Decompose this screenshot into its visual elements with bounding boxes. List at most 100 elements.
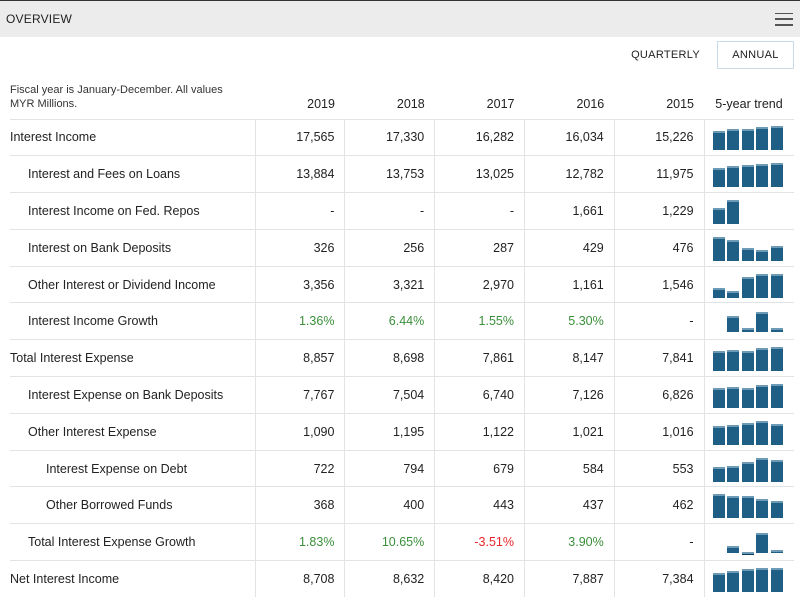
value-cell-2016: 1,021 bbox=[524, 412, 615, 451]
trend-bar bbox=[770, 273, 783, 298]
col-header-trend: 5-year trend bbox=[715, 96, 783, 111]
row-label: Interest on Bank Deposits bbox=[10, 228, 256, 267]
value-cell-2019: 8,708 bbox=[255, 560, 346, 597]
sparkline-chart[interactable] bbox=[712, 456, 785, 482]
value-cell-2015: - bbox=[614, 302, 705, 340]
value-cell-2016: 7,887 bbox=[524, 560, 615, 597]
trend-bar bbox=[770, 460, 783, 482]
sparkline-chart[interactable] bbox=[712, 566, 785, 593]
trend-bar bbox=[712, 130, 725, 151]
value-cell-2016: 429 bbox=[524, 228, 615, 267]
trend-bar bbox=[741, 276, 754, 298]
trend-bar bbox=[770, 163, 783, 188]
sparkline-chart[interactable] bbox=[712, 198, 785, 224]
overview-header: OVERVIEW bbox=[0, 0, 800, 37]
trend-bar bbox=[712, 208, 725, 224]
value-cell-2017: -3.51% bbox=[434, 523, 525, 561]
table-row: Interest and Fees on Loans 13,884 13,753 13… bbox=[10, 155, 794, 193]
trend-bar bbox=[741, 422, 754, 445]
value-cell-2019: 1.36% bbox=[255, 302, 346, 340]
table-row: Total Interest Expense Growth 1.83% 10.65%… bbox=[10, 523, 794, 561]
value-cell-2019: 1,090 bbox=[255, 412, 346, 451]
value-cell-2015: 15,226 bbox=[614, 118, 705, 156]
sparkline-chart[interactable] bbox=[712, 419, 785, 445]
table-header-row: Fiscal year is January-December. All val… bbox=[10, 80, 794, 119]
value-cell-2016: 5.30% bbox=[524, 302, 615, 340]
value-cell-2017: 8,420 bbox=[434, 560, 525, 597]
trend-bar bbox=[770, 549, 783, 554]
row-label: Other Interest Expense bbox=[10, 412, 256, 451]
trend-bar bbox=[712, 466, 725, 482]
trend-bar bbox=[741, 248, 754, 261]
trend-cell bbox=[704, 339, 794, 377]
sparkline-chart[interactable] bbox=[713, 529, 785, 556]
sparkline-chart[interactable] bbox=[712, 124, 785, 151]
trend-bar bbox=[727, 496, 740, 519]
table-row: Other Borrowed Funds 368 400 443 437 462 bbox=[10, 486, 794, 524]
row-label: Other Interest or Dividend Income bbox=[10, 265, 256, 303]
trend-bar bbox=[770, 245, 783, 261]
row-label: Interest Income Growth bbox=[10, 302, 256, 340]
table-row: Total Interest Expense 8,857 8,698 7,861 8,1… bbox=[10, 339, 794, 377]
value-cell-2019: 1.83% bbox=[255, 523, 346, 561]
trend-bar bbox=[727, 425, 740, 445]
value-cell-2016: 1,661 bbox=[524, 192, 615, 230]
trend-cell bbox=[704, 118, 794, 156]
value-cell-2019: 368 bbox=[255, 486, 346, 524]
sparkline-chart[interactable] bbox=[712, 382, 785, 408]
sparkline-chart[interactable] bbox=[712, 235, 785, 261]
value-cell-2018: 794 bbox=[344, 449, 436, 487]
trend-bar bbox=[770, 423, 783, 445]
value-cell-2018: 13,753 bbox=[344, 155, 436, 193]
row-label: Interest Expense on Debt bbox=[10, 449, 256, 487]
trend-bar bbox=[770, 568, 783, 593]
value-cell-2016: 1,161 bbox=[524, 265, 615, 303]
trend-bar bbox=[727, 386, 740, 408]
page-title: OVERVIEW bbox=[6, 12, 73, 26]
trend-cell bbox=[704, 412, 794, 451]
col-header-2017: 2017 bbox=[486, 96, 515, 111]
trend-bar bbox=[712, 425, 725, 445]
sparkline-chart[interactable] bbox=[713, 308, 785, 334]
trend-bar bbox=[756, 498, 769, 519]
value-cell-2018: 256 bbox=[344, 228, 436, 267]
value-cell-2017: 2,970 bbox=[434, 265, 525, 303]
value-cell-2017: 6,740 bbox=[434, 376, 525, 414]
value-cell-2018: 3,321 bbox=[344, 265, 436, 303]
value-cell-2018: 17,330 bbox=[344, 118, 436, 156]
trend-bar bbox=[741, 327, 754, 333]
value-cell-2018: - bbox=[344, 192, 436, 230]
value-cell-2019: 7,767 bbox=[255, 376, 346, 414]
tab-annual[interactable]: ANNUAL bbox=[717, 41, 794, 69]
sparkline-chart[interactable] bbox=[712, 345, 785, 372]
trend-bar bbox=[756, 250, 769, 261]
trend-bar bbox=[741, 165, 754, 188]
sparkline-chart[interactable] bbox=[712, 161, 785, 188]
value-cell-2019: 13,884 bbox=[255, 155, 346, 193]
trend-bar bbox=[727, 349, 740, 372]
value-cell-2019: 17,565 bbox=[255, 118, 346, 156]
hamburger-menu-icon[interactable] bbox=[775, 12, 793, 26]
value-cell-2018: 6.44% bbox=[344, 302, 436, 340]
trend-bar bbox=[727, 465, 740, 482]
row-label: Total Interest Expense bbox=[10, 339, 256, 377]
trend-bar bbox=[756, 457, 769, 482]
col-header-2015: 2015 bbox=[666, 96, 695, 111]
row-label: Other Borrowed Funds bbox=[10, 486, 256, 524]
table-row: Other Interest or Dividend Income 3,356 3,… bbox=[10, 265, 794, 303]
table-row: Net Interest Income 8,708 8,632 8,420 7,887 7… bbox=[10, 560, 794, 597]
trend-bar bbox=[727, 239, 740, 261]
row-label: Interest Expense on Bank Deposits bbox=[10, 376, 256, 414]
value-cell-2017: 443 bbox=[434, 486, 525, 524]
table-row: Interest Income on Fed. Repos - - -1,661 1,2… bbox=[10, 192, 794, 230]
value-cell-2019: 326 bbox=[255, 228, 346, 267]
sparkline-chart[interactable] bbox=[712, 272, 785, 298]
table-row: Interest Expense on Bank Deposits 7,767 7,… bbox=[10, 376, 794, 414]
value-cell-2018: 1,195 bbox=[344, 412, 436, 451]
financials-table: Fiscal year is January-December. All val… bbox=[10, 80, 794, 597]
value-cell-2019: - bbox=[255, 192, 346, 230]
value-cell-2015: - bbox=[614, 523, 705, 561]
sparkline-chart[interactable] bbox=[712, 492, 785, 519]
trend-bar bbox=[741, 569, 754, 593]
tab-quarterly[interactable]: QUARTERLY bbox=[631, 49, 700, 61]
